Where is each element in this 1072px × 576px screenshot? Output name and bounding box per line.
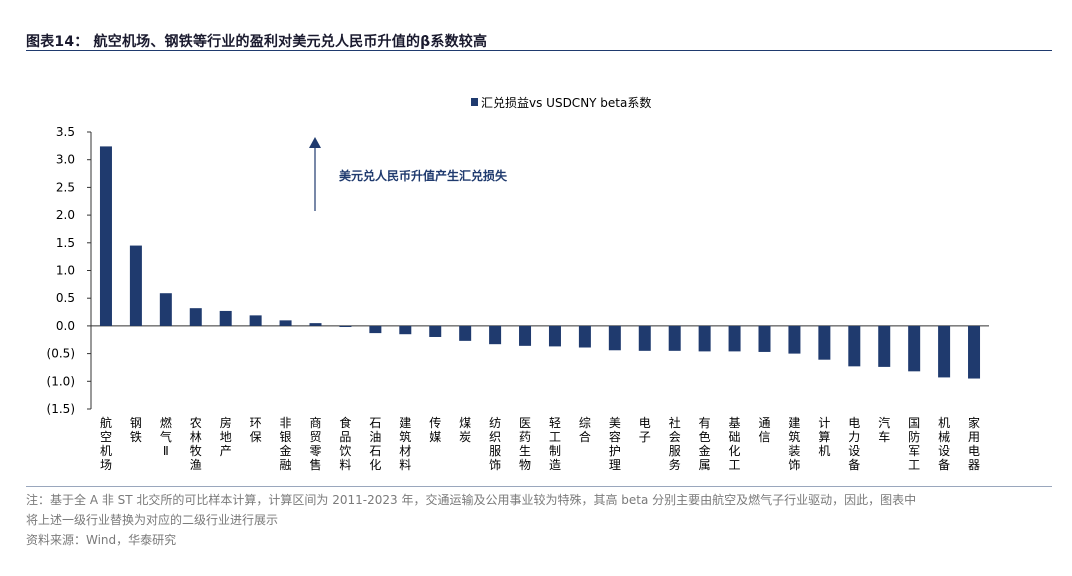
footnote-line-1: 注：基于全 A 非 ST 北交所的可比样本计算，计算区间为 2011-2023 … — [26, 493, 917, 507]
source-note: 资料来源：Wind，华泰研究 — [26, 533, 177, 547]
x-tick-label: 钢铁 — [130, 416, 142, 444]
bar — [938, 325, 951, 378]
x-tick-label: 非银金融 — [280, 416, 292, 472]
y-tick-label: 1.0 — [56, 264, 75, 278]
bar — [728, 325, 741, 352]
bar — [129, 245, 142, 326]
x-tick-label: 综合 — [579, 416, 591, 444]
bar — [638, 325, 651, 351]
x-tick-label: 电子 — [639, 416, 651, 444]
bar — [249, 315, 262, 326]
x-tick-label: 农林牧渔 — [190, 416, 202, 472]
x-tick-label: 通信 — [758, 416, 770, 444]
bar — [519, 325, 532, 346]
bar — [99, 146, 112, 326]
bar — [758, 325, 771, 352]
x-tick-label: 电力设备 — [848, 416, 860, 472]
x-tick-label: 燃气 Ⅱ — [160, 415, 172, 458]
x-tick-label: 汽车 — [878, 415, 890, 444]
bar — [698, 325, 711, 352]
annotation-arrow-head — [309, 137, 321, 148]
x-tick-label: 商贸零售 — [309, 415, 321, 472]
bar — [429, 325, 442, 337]
x-tick-label: 煤炭 — [459, 416, 471, 444]
x-tick-label: 国防军工 — [908, 416, 920, 472]
footer-divider — [26, 486, 1052, 487]
chart-title: 图表14： 航空机场、钢铁等行业的盈利对美元兑人民币升值的β系数较高 — [26, 34, 488, 50]
y-tick-label: 2.5 — [56, 180, 75, 194]
bar — [968, 325, 981, 379]
y-tick-label: 0.0 — [56, 319, 75, 333]
legend-label: 汇兑损益vs USDCNY beta系数 — [481, 95, 651, 110]
bar — [608, 325, 621, 351]
y-tick-label: 1.5 — [56, 236, 75, 250]
y-tick-label: (1.5) — [47, 402, 75, 416]
x-tick-label: 食品饮料 — [339, 415, 351, 472]
legend-swatch — [471, 98, 478, 106]
bar — [548, 325, 561, 347]
bar — [578, 325, 591, 348]
bar — [339, 325, 352, 328]
x-tick-label: 社会服务 — [669, 415, 681, 472]
bar — [489, 325, 502, 345]
bar — [159, 293, 172, 326]
x-tick-label: 机械设备 — [938, 416, 950, 472]
x-tick-label: 轻工制造 — [549, 416, 561, 472]
x-tick-label: 传媒 — [429, 415, 441, 444]
x-tick-label: 美容护理 — [609, 416, 621, 472]
annotation-text: 美元兑人民币升值产生汇兑损失 — [339, 168, 508, 183]
title-divider — [26, 50, 1052, 51]
x-tick-label: 环保 — [250, 416, 262, 444]
x-tick-label: 建筑装饰 — [788, 416, 800, 472]
bar — [878, 325, 891, 367]
bar — [459, 325, 472, 341]
y-tick-label: (1.0) — [47, 374, 75, 388]
bar — [399, 325, 412, 335]
y-tick-label: 0.5 — [56, 291, 75, 305]
bar — [189, 308, 202, 326]
bar — [818, 325, 831, 360]
y-tick-label: 3.5 — [56, 125, 75, 139]
bar-chart: 3.5 3.0 2.5 2.0 1.5 1.0 0.5 0.0 (0.5) (1.0) (1.5) 航… — [47, 95, 989, 472]
bar — [279, 320, 292, 326]
x-tick-label: 建筑材料 — [399, 416, 411, 472]
x-tick-label: 计算机 — [818, 416, 830, 458]
x-tick-label: 基础化工 — [729, 416, 741, 472]
x-tick-label: 纺织服饰 — [489, 416, 501, 472]
bar — [908, 325, 921, 372]
y-tick-label: 3.0 — [56, 153, 75, 167]
x-tick-label: 有色金属 — [699, 416, 711, 472]
footnote-line-2: 将上述一级行业替换为对应的二级行业进行展示 — [26, 513, 279, 527]
x-tick-label: 家用电器 — [968, 415, 980, 472]
bar — [309, 323, 322, 326]
bar — [668, 325, 681, 351]
x-tick-label: 石油石化 — [369, 416, 381, 472]
bar — [848, 325, 861, 367]
bar — [369, 325, 382, 334]
bar — [788, 325, 801, 354]
x-tick-label: 航空机场 — [100, 415, 112, 472]
y-tick-label: 2.0 — [56, 208, 75, 222]
x-tick-label: 医药生物 — [519, 416, 531, 472]
x-tick-label: 房地产 — [220, 415, 232, 458]
bar — [219, 310, 232, 326]
y-tick-label: (0.5) — [47, 347, 75, 361]
